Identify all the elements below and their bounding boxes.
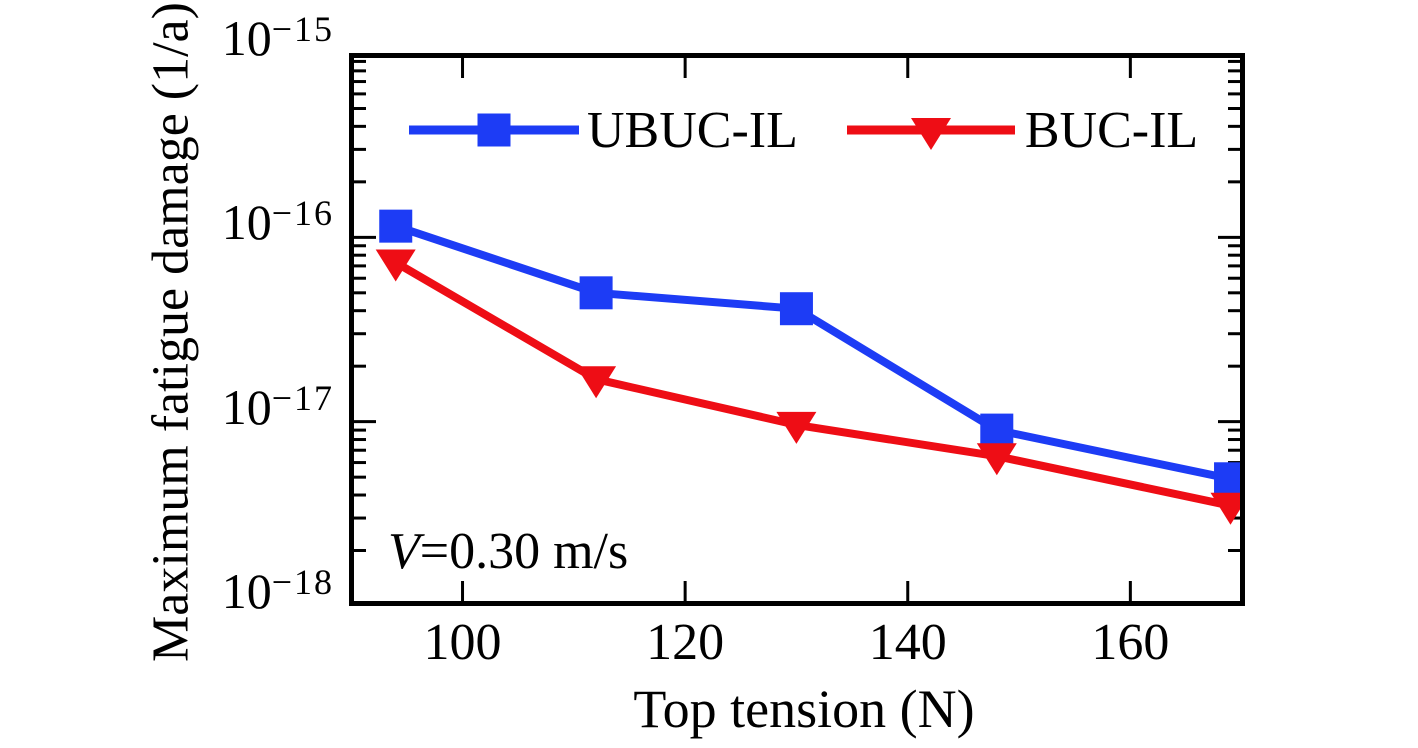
triangle-down-marker-icon: [910, 118, 951, 150]
plot-area: [349, 53, 1245, 606]
data-point-triangle-buc-il: [375, 249, 416, 282]
y-axis-title: Maximum fatigue damage (1/a): [142, 2, 200, 662]
series-line-buc-il: [393, 259, 1232, 510]
plot-frame-border: [349, 53, 1245, 606]
data-point-square-ubuc-il: [980, 413, 1014, 447]
data-point-triangle-buc-il: [576, 366, 617, 399]
x-tick-label: 120: [646, 614, 725, 671]
data-point-square-ubuc-il: [779, 292, 813, 326]
y-tick-label: 10−15: [221, 9, 334, 66]
legend-label-ubuc-il: UBUC-IL: [587, 101, 798, 159]
annotation-current-speed: V=0.30 m/s: [388, 524, 628, 580]
legend-key-buc-il: [846, 104, 1015, 156]
annotation-value: =0.30 m/s: [419, 523, 629, 580]
y-tick-label: 10−17: [221, 377, 334, 435]
annotation-variable: V: [388, 523, 420, 580]
x-tick-label: 160: [1091, 614, 1170, 671]
data-point-square-ubuc-il: [579, 276, 613, 310]
legend-key-ubuc-il: [409, 104, 579, 156]
data-point-triangle-buc-il: [1210, 492, 1245, 525]
square-marker-icon: [477, 113, 511, 147]
y-tick-label: 10−18: [221, 562, 334, 619]
series-line-ubuc-il: [394, 222, 1232, 483]
x-axis-title: Top tension (N): [633, 679, 975, 739]
data-point-square-ubuc-il: [1214, 462, 1245, 496]
legend-label-buc-il: BUC-IL: [1024, 101, 1199, 159]
x-tick-label: 140: [868, 614, 947, 671]
x-tick-label: 100: [423, 614, 502, 671]
y-tick-label: 10−16: [221, 193, 334, 251]
data-point-triangle-buc-il: [976, 443, 1017, 476]
data-point-triangle-buc-il: [776, 411, 817, 444]
data-point-square-ubuc-il: [379, 209, 413, 243]
chart-canvas: [349, 53, 1245, 606]
legend: UBUC-IL BUC-IL: [409, 102, 1198, 159]
